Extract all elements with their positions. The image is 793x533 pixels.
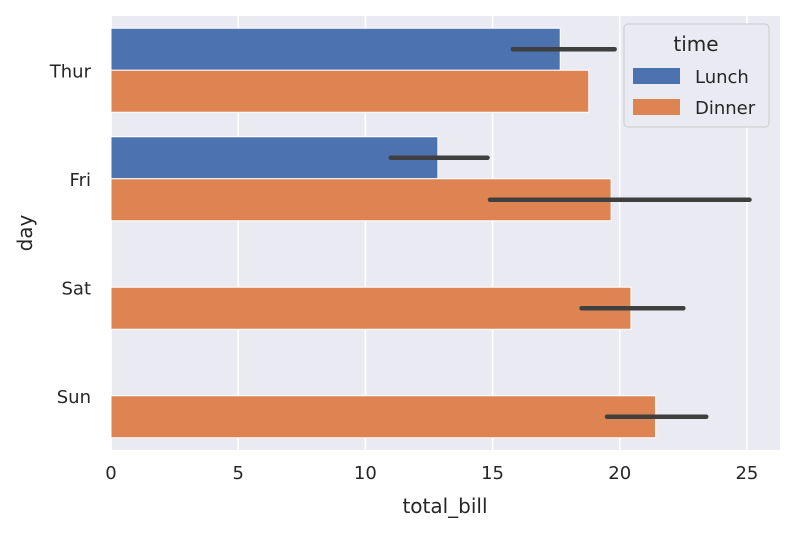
bar-dinner-thur — [110, 69, 590, 113]
error-bars — [388, 47, 752, 419]
x-axis-label: total_bill — [402, 494, 487, 518]
y-tick-label-sat: Sat — [61, 278, 91, 299]
legend-swatch-lunch — [633, 68, 680, 84]
bar-lunch-thur — [110, 27, 561, 71]
x-tick-label-2: 10 — [354, 463, 377, 484]
bar-dinner-sun — [110, 395, 657, 439]
x-tick-label-1: 5 — [232, 463, 243, 484]
x-tick-label-5: 25 — [735, 463, 758, 484]
y-axis-label: day — [13, 214, 37, 251]
y-tick-label-fri: Fri — [70, 170, 91, 191]
legend: time Lunch Dinner — [623, 23, 770, 128]
y-tick-labels: Thur Fri Sat Sun — [49, 61, 92, 408]
x-tick-label-4: 20 — [608, 463, 631, 484]
y-tick-label-thur: Thur — [49, 61, 92, 82]
bar-dinner-sat — [110, 286, 632, 330]
y-tick-label-sun: Sun — [57, 387, 91, 408]
x-tick-label-3: 15 — [481, 463, 504, 484]
x-tick-label-0: 0 — [105, 463, 116, 484]
legend-label-lunch: Lunch — [695, 67, 749, 88]
legend-swatch-dinner — [633, 99, 680, 115]
x-tick-labels: 0 5 10 15 20 25 — [105, 463, 758, 484]
legend-label-dinner: Dinner — [695, 98, 756, 119]
legend-title: time — [673, 32, 718, 56]
